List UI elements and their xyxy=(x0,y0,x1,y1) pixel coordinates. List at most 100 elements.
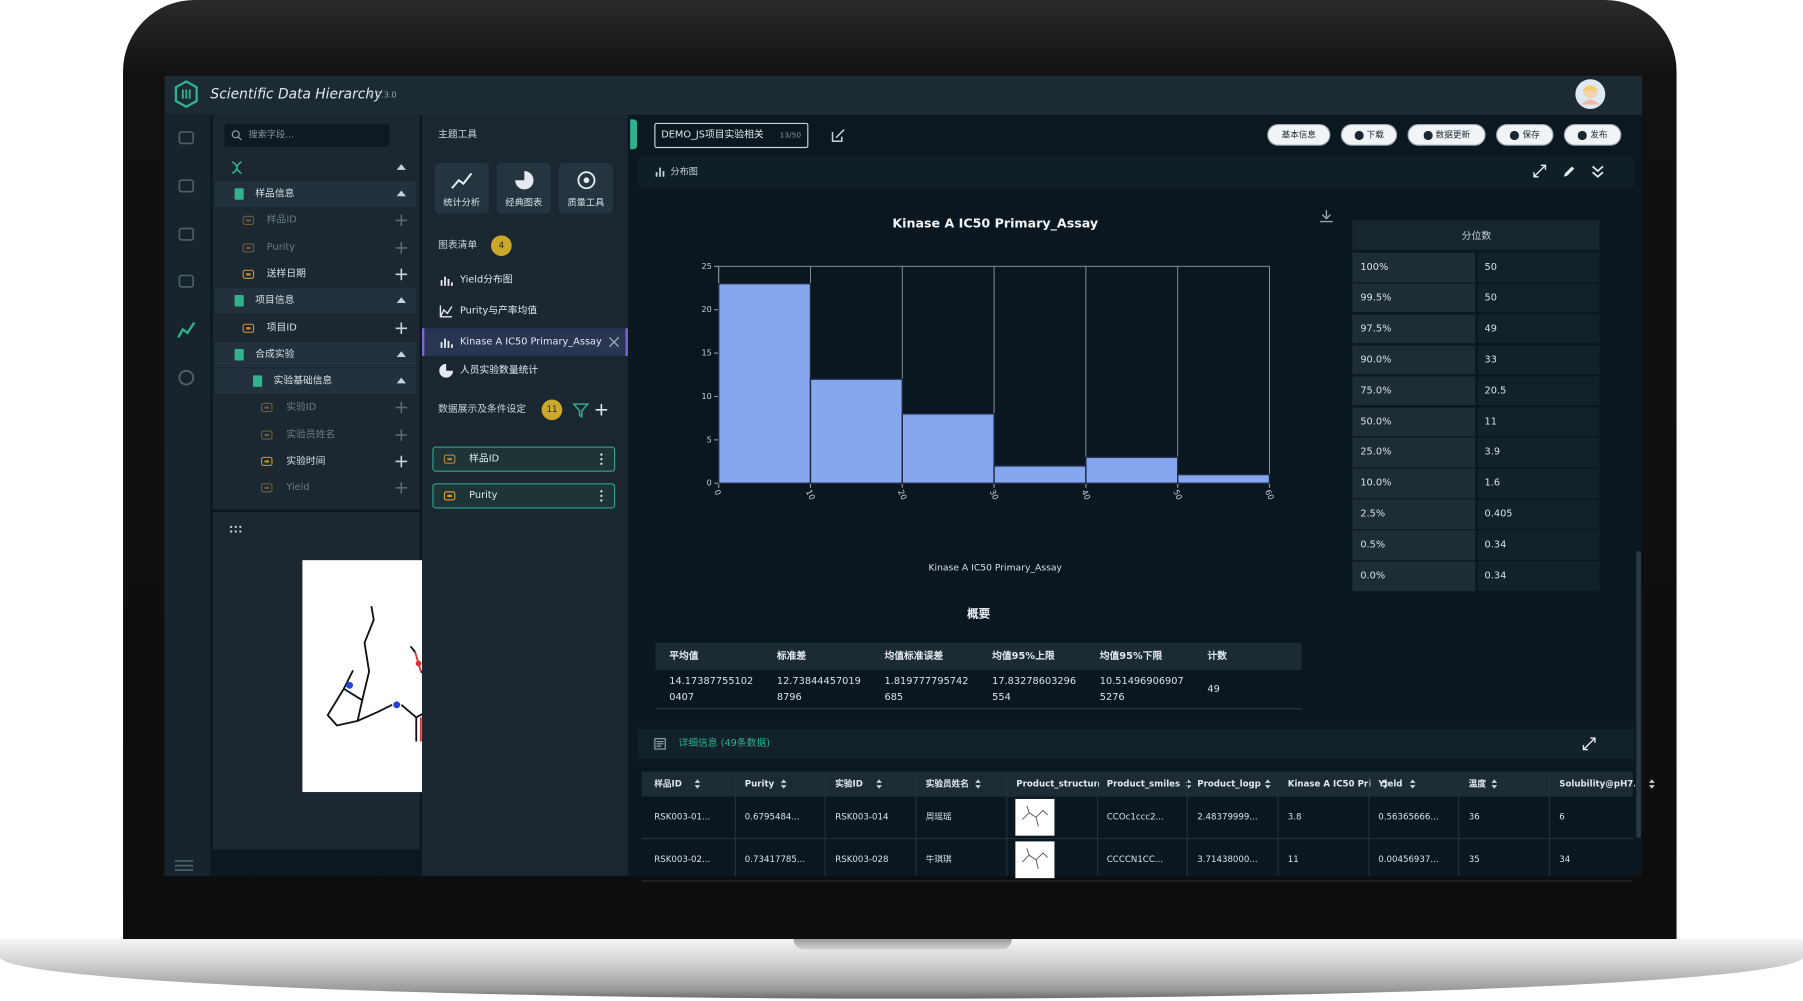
toolbar-button-label[interactable]: 基本信息 xyxy=(1281,129,1317,141)
quantile-value-cell xyxy=(1477,561,1600,591)
chart-list-row[interactable] xyxy=(422,328,628,356)
details-column-header[interactable]: 样品ID xyxy=(654,778,682,789)
chart-list-item[interactable]: Kinase A IC50 Primary_Assay xyxy=(459,336,602,348)
details-column-header[interactable]: Product_structun xyxy=(1016,778,1100,789)
column-divider xyxy=(1186,771,1189,876)
tree-group[interactable]: 样品信息 xyxy=(255,188,295,200)
tree-field[interactable]: Purity xyxy=(266,241,296,254)
details-column-header[interactable]: Product_smiles xyxy=(1106,778,1181,789)
tool-button-label[interactable]: 统计分析 xyxy=(443,197,481,208)
expand-icon xyxy=(1533,164,1547,178)
sort-icon xyxy=(1648,779,1655,789)
details-column-header[interactable]: 实验ID xyxy=(835,778,863,789)
tree-field-row[interactable] xyxy=(215,476,416,501)
tree-group-row[interactable] xyxy=(215,341,417,368)
details-cell: 牛琪琪 xyxy=(925,854,952,865)
summary-value: 1.819777795742685 xyxy=(884,676,969,704)
toolbar-button-label[interactable]: 保存 xyxy=(1522,129,1540,141)
toolbar-button[interactable]: 下载 xyxy=(1340,123,1398,146)
tab-name[interactable]: DEMO_JS项目实验相关 xyxy=(661,129,764,142)
tool-button-label[interactable]: 经典图表 xyxy=(505,197,543,208)
quantile-label-cell xyxy=(1352,345,1476,375)
search-box[interactable] xyxy=(224,123,390,147)
summary-value: 17.83278603296554 xyxy=(992,676,1077,704)
details-cell: 34 xyxy=(1559,854,1571,865)
quantile-label: 75.0% xyxy=(1360,385,1392,397)
group-icon xyxy=(234,295,244,307)
quantile-value: 3.9 xyxy=(1484,446,1501,459)
condition-chip[interactable] xyxy=(432,482,616,508)
tree-field[interactable]: Yield xyxy=(286,482,310,494)
quantile-label: 0.5% xyxy=(1360,539,1386,552)
column-divider xyxy=(1367,771,1370,876)
toolbar-button-label[interactable]: 数据更新 xyxy=(1435,129,1471,141)
summary-title: 概要 xyxy=(967,608,991,622)
summary-header: 平均值 xyxy=(669,650,699,663)
toolbar-button[interactable]: 数据更新 xyxy=(1407,123,1486,146)
sort-icon xyxy=(975,779,981,789)
chart-list-item[interactable]: 人员实验数量统计 xyxy=(459,365,539,377)
tool-button[interactable] xyxy=(434,163,489,214)
summary-header: 均值95%上限 xyxy=(992,650,1055,663)
details-cell: 0.6795484... xyxy=(744,811,800,822)
tab-input[interactable] xyxy=(654,122,809,149)
condition-field[interactable]: Purity xyxy=(469,489,498,502)
tree-field[interactable]: 样品ID xyxy=(266,214,297,227)
rail-menu xyxy=(174,860,194,871)
app-version: V 2.3.0 xyxy=(367,90,397,100)
details-column-header[interactable]: Kinase A IC50 Pri xyxy=(1287,778,1371,789)
tree-field[interactable]: 送样日期 xyxy=(266,268,306,280)
more-icon xyxy=(600,489,603,502)
tree-field[interactable]: 项目ID xyxy=(266,321,297,334)
details-cell: RSK003-014 xyxy=(835,811,889,822)
collapse-tab[interactable] xyxy=(630,119,638,150)
details-column-header[interactable]: 温度 xyxy=(1468,778,1487,789)
quantile-label: 2.5% xyxy=(1360,508,1386,521)
quantile-value-cell xyxy=(1477,345,1600,375)
tree-group[interactable]: 项目信息 xyxy=(255,295,295,307)
tree-field[interactable]: 实验员姓名 xyxy=(286,428,336,441)
condition-chip[interactable] xyxy=(432,446,616,472)
chart-list-icon xyxy=(440,276,453,286)
toolbar-button-label[interactable]: 下载 xyxy=(1366,129,1384,141)
tree-group-row[interactable] xyxy=(215,288,417,314)
chart-list-item[interactable]: Purity与产率均值 xyxy=(459,305,538,317)
details-column-header[interactable]: 实验员姓名 xyxy=(925,778,969,789)
tool-button-label[interactable]: 质量工具 xyxy=(567,197,605,208)
quantile-label-cell xyxy=(1352,437,1476,468)
details-column-header[interactable]: Solubility@pH7.4 xyxy=(1559,778,1636,789)
tree-group-row[interactable] xyxy=(215,181,417,207)
quantile-label-cell xyxy=(1352,406,1476,437)
tree-field[interactable]: 实验ID xyxy=(286,402,317,414)
tree-group-row[interactable] xyxy=(215,368,417,394)
chart-card-header xyxy=(638,157,1635,188)
panel-grip xyxy=(229,525,242,533)
details-column-header[interactable]: Purity xyxy=(744,778,775,789)
quantile-label: 50.0% xyxy=(1360,416,1392,428)
quantile-value: 11 xyxy=(1484,416,1497,428)
group-icon xyxy=(252,375,263,387)
chart-list-item[interactable]: Yield分布图 xyxy=(459,274,513,286)
toolbar-button[interactable]: 保存 xyxy=(1496,123,1554,146)
quantile-value-cell xyxy=(1477,314,1600,344)
column-divider xyxy=(734,771,736,876)
count-badge: 4 xyxy=(491,235,512,256)
column-divider xyxy=(1548,771,1551,876)
toolbar-button-label[interactable]: 发布 xyxy=(1590,129,1608,141)
tree-group[interactable]: 实验基础信息 xyxy=(273,375,333,387)
condition-field[interactable]: 样品ID xyxy=(469,453,500,465)
search-placeholder[interactable]: 搜索字段... xyxy=(248,129,294,141)
tree-group[interactable]: 合成实验 xyxy=(255,348,295,361)
details-cell: 周瑶瑶 xyxy=(925,811,952,822)
field-icon xyxy=(242,216,255,226)
quantile-value-cell xyxy=(1477,283,1600,313)
quantile-value-cell xyxy=(1477,530,1600,560)
toolbar-button[interactable]: 基本信息 xyxy=(1267,123,1331,146)
group-icon xyxy=(234,188,244,200)
details-column-header[interactable]: Yield xyxy=(1378,778,1403,789)
structure-thumb-drawing xyxy=(1021,805,1048,827)
details-column-header[interactable]: Product_logp xyxy=(1197,778,1261,789)
toolbar-button[interactable]: 发布 xyxy=(1563,123,1622,146)
tree-field[interactable]: 实验时间 xyxy=(286,455,326,468)
